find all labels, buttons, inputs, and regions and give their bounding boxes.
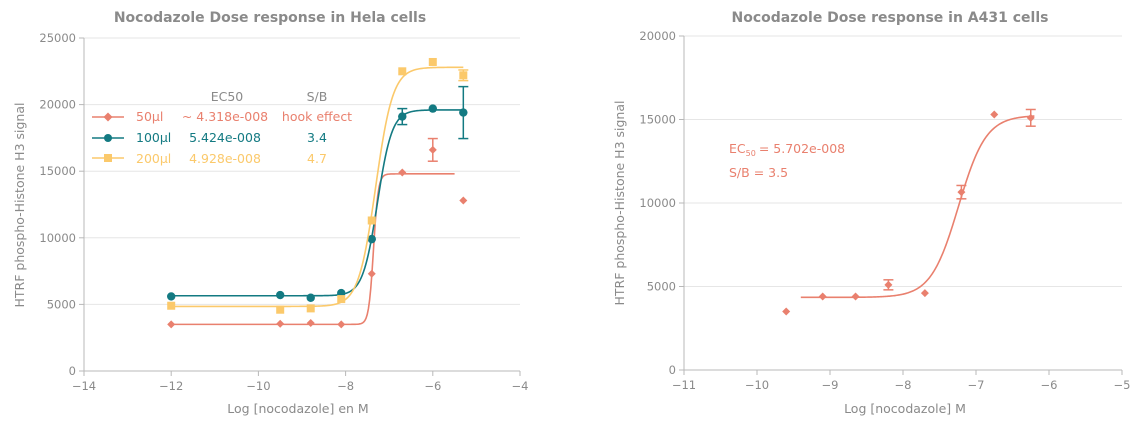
chart1-xtick-label: −12 [159, 379, 183, 393]
chart2-ytick-label: 15000 [639, 113, 676, 127]
chart1-ytick-label: 20000 [39, 98, 76, 112]
chart2-xtick-label: −11 [672, 378, 696, 392]
chart2-ytick-label: 10000 [639, 196, 676, 210]
chart1-legend: 50µl ~ 4.318e-008 hook effect 100µl 5.42… [92, 109, 352, 166]
legend-sb-50ul: hook effect [282, 109, 352, 124]
chart2-ytick-label: 5000 [647, 280, 676, 294]
chart2-series0-point [818, 292, 827, 301]
chart1-series2-fit-curve [171, 66, 464, 308]
chart1-series2-point [337, 295, 346, 304]
chart1-series0-point [167, 320, 176, 329]
legend-ec50-50ul: ~ 4.318e-008 [182, 109, 268, 124]
plots: 0 5000 10000 15000 20000 25000 −14 −12 −10 −8 −6 −4… [39, 29, 1130, 393]
chart1-ylabel: HTRF phospho-Histone H3 signal [12, 103, 27, 308]
chart1-series0-point [306, 319, 315, 328]
chart2-xtick-label: −7 [968, 378, 985, 392]
chart1-series1-point [167, 292, 176, 301]
chart1-series1-point [276, 290, 285, 300]
legend-ec50-200ul: 4.928e-008 [189, 151, 261, 166]
legend-sb-200ul: 4.7 [307, 151, 327, 166]
chart2-xtick-label: −10 [745, 378, 769, 392]
chart1-series0-point [398, 168, 407, 177]
chart1-legend-header-sb: S/B [307, 89, 328, 104]
chart2-title: Nocodazole Dose response in A431 cells [732, 10, 1049, 26]
legend-marker-100ul [104, 134, 112, 142]
legend-ec50-100ul: 5.424e-008 [189, 130, 261, 145]
chart1-xtick-label: −4 [512, 379, 529, 393]
ec-value: = 5.702e-008 [759, 141, 845, 156]
chart2-ytick-label: 20000 [639, 29, 676, 43]
chart1-series2-point [459, 71, 468, 80]
chart1-series0-fit-curve [171, 173, 455, 326]
chart1-series1-point [306, 293, 315, 302]
chart2-series0-point [920, 289, 929, 298]
chart2-xtick-label: −9 [822, 378, 839, 392]
chart2-ytick-label: 0 [669, 363, 676, 377]
legend-sb-100ul: 3.4 [307, 130, 327, 145]
ec-subscript: 50 [746, 149, 756, 158]
chart1-series0-point [276, 319, 285, 328]
legend-marker-200ul [104, 154, 112, 162]
chart1-ytick-label: 0 [69, 364, 76, 378]
legend-name-50ul: 50µl [136, 109, 163, 124]
chart1-series1-fit-curve [171, 109, 464, 297]
chart1-plot: 0 5000 10000 15000 20000 25000 −14 −12 −10 −8 −6 −4 [39, 31, 528, 393]
chart1-series0-point [337, 320, 346, 329]
chart1-series2-point [428, 57, 437, 66]
chart2-annotation-sb: S/B = 3.5 [729, 165, 788, 180]
chart2-xlabel: Log [nocodazole] M [844, 401, 966, 416]
chart2-xtick-label: −5 [1114, 378, 1131, 392]
chart1-series0-point [428, 145, 437, 154]
chart1-ytick-label: 15000 [39, 164, 76, 178]
ec-prefix: EC [729, 141, 746, 156]
chart2-ylabel: HTRF phospho-Histone H3 signal [612, 101, 627, 306]
chart2-plot: 0 5000 10000 15000 20000 −11 −10 −9 −8 −7 −6 −5 [639, 29, 1130, 392]
legend-marker-50ul [103, 112, 113, 122]
chart1-series0-point [459, 196, 468, 205]
chart2-xtick-label: −6 [1041, 378, 1058, 392]
chart1-xlabel: Log [nocodazole] en M [227, 401, 368, 416]
chart1-legend-header-ec50: EC50 [211, 89, 244, 104]
chart1-xtick-label: −14 [72, 379, 96, 393]
chart1-ytick-label: 10000 [39, 231, 76, 245]
chart2-series0-point [782, 307, 791, 316]
chart2-series0-point [990, 110, 999, 119]
chart2-series0-point [884, 280, 893, 289]
chart2-annotation-ec50: EC50 = 5.702e-008 [729, 141, 845, 158]
chart1-xtick-label: −10 [246, 379, 270, 393]
chart1-title: Nocodazole Dose response in Hela cells [114, 10, 426, 26]
chart1-series1-point [398, 112, 407, 121]
chart2-series0-fit-curve [800, 115, 1035, 299]
chart1-series2-point [367, 216, 376, 225]
chart1-series0-point [367, 269, 376, 278]
chart1-ytick-label: 25000 [39, 31, 76, 45]
legend-name-100ul: 100µl [136, 130, 171, 145]
chart1-series1-point [459, 108, 468, 117]
chart1-series2-point [398, 67, 407, 76]
chart1-series2-point [306, 304, 315, 313]
chart1-series2-point [167, 301, 176, 310]
chart2-xtick-label: −8 [895, 378, 912, 392]
chart1-series1-point [367, 234, 376, 244]
chart1-xtick-label: −6 [424, 379, 441, 393]
chart2-series0-point [957, 188, 966, 197]
chart2-series0-point [851, 292, 860, 301]
chart2-series0-point [1026, 113, 1035, 122]
legend-name-200ul: 200µl [136, 151, 171, 166]
chart1-series2-point [276, 305, 285, 314]
chart1-ytick-label: 5000 [47, 297, 76, 311]
chart1-series1-point [428, 104, 437, 113]
chart1-xtick-label: −8 [337, 379, 354, 393]
